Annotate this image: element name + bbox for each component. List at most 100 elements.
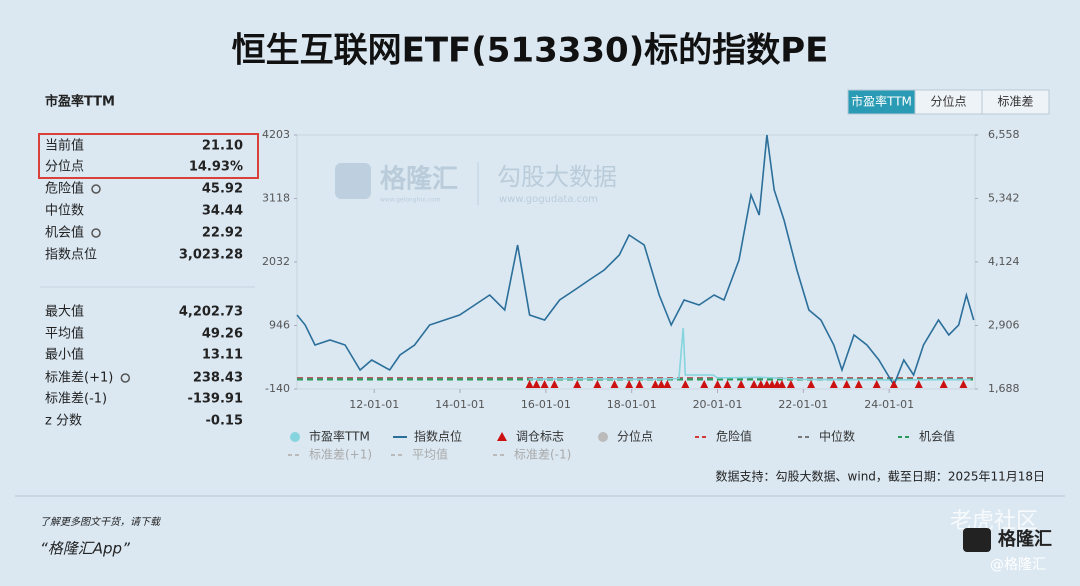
tab-label[interactable]: 标准差 <box>997 95 1033 109</box>
x-tick-label: 16-01-01 <box>521 398 571 411</box>
legend-label[interactable]: 调仓标志 <box>516 430 564 444</box>
stat-name: 最大值 <box>45 304 84 320</box>
legend-label[interactable]: 平均值 <box>412 447 448 462</box>
brand-logo <box>963 528 991 552</box>
highlight-box <box>38 133 259 179</box>
rebalance-marker <box>700 380 709 388</box>
y-tick-label: 2032 <box>262 255 290 268</box>
legend-label[interactable]: 市盈率TTM <box>309 429 370 444</box>
stat-value: 34.44 <box>202 204 243 219</box>
rebalance-marker <box>939 380 948 388</box>
legend-label[interactable]: 危险值 <box>716 429 752 444</box>
y2-tick-label: 5,342 <box>988 191 1020 204</box>
stat-value: 13.11 <box>202 348 243 363</box>
rebalance-marker <box>525 380 534 388</box>
rebalance-marker <box>713 380 722 388</box>
x-tick-label: 14-01-01 <box>435 398 485 411</box>
rebalance-marker <box>829 380 838 388</box>
rebalance-marker <box>959 380 968 388</box>
source-note: 数据支持：勾股大数据、wind，截至日期：2025年11月18日 <box>716 469 1045 484</box>
legend-label[interactable]: 指数点位 <box>414 429 462 444</box>
tab[interactable] <box>914 89 983 115</box>
footer-note: 了解更多图文干货，请下载 <box>40 516 162 528</box>
rebalance-marker <box>854 380 863 388</box>
stat-value: -0.15 <box>206 414 243 429</box>
watermark-brand: 格隆汇 <box>380 164 458 195</box>
watermark-site: www.gelonghui.com <box>380 197 441 204</box>
rebalance-marker <box>610 380 619 388</box>
y2-tick-label: 4,124 <box>988 255 1020 268</box>
x-tick-label: 22-01-01 <box>778 398 828 411</box>
watermark-url: www.gogudata.com <box>499 194 598 205</box>
panel-label: 市盈率TTM <box>45 94 115 110</box>
series-line <box>528 327 971 381</box>
x-tick-label: 20-01-01 <box>693 398 743 411</box>
x-tick-label: 12-01-01 <box>349 398 399 411</box>
stat-value: 238.43 <box>193 371 243 386</box>
stat-value: 22.92 <box>202 226 243 241</box>
rebalance-marker <box>532 380 541 388</box>
rebalance-marker <box>737 380 746 388</box>
rebalance-marker <box>540 380 549 388</box>
rebalance-marker <box>807 380 816 388</box>
legend-label[interactable]: 标准差(+1) <box>309 448 372 462</box>
stat-value: 4,202.73 <box>179 305 243 320</box>
stat-name: 中位数 <box>45 204 84 219</box>
stat-name: 平均值 <box>45 326 84 342</box>
tab[interactable] <box>981 89 1050 115</box>
legend-label[interactable]: 中位数 <box>819 429 855 444</box>
y2-tick-label: 2,906 <box>988 318 1020 331</box>
stat-name: 最小值 <box>45 347 84 363</box>
rebalance-marker <box>723 380 732 388</box>
stat-name: 危险值 <box>45 181 84 197</box>
rebalance-marker <box>635 380 644 388</box>
settings-icon <box>91 228 101 238</box>
rebalance-marker <box>842 380 851 388</box>
rebalance-marker <box>762 380 771 388</box>
y-tick-label: 3118 <box>262 191 290 204</box>
watermark-name: 勾股大数据 <box>497 163 617 191</box>
y-tick-label: 4203 <box>262 128 290 141</box>
tab-label[interactable]: 市盈率TTM <box>851 94 912 109</box>
y-tick-label: 946 <box>269 318 290 331</box>
stat-name: 标准差(-1) <box>45 392 107 407</box>
rebalance-marker <box>889 380 898 388</box>
rebalance-marker <box>651 380 660 388</box>
stat-value: 14.93% <box>189 160 243 175</box>
settings-icon <box>91 184 101 194</box>
legend-swatch <box>497 432 507 441</box>
stat-value: 49.26 <box>202 327 243 342</box>
legend-label[interactable]: 机会值 <box>919 429 955 444</box>
rebalance-marker <box>756 380 765 388</box>
legend-label[interactable]: 分位点 <box>617 429 653 444</box>
stat-name: 指数点位 <box>45 248 97 263</box>
rebalance-marker <box>663 380 672 388</box>
watermark-logo <box>335 163 371 199</box>
rebalance-marker <box>786 380 795 388</box>
legend-label[interactable]: 标准差(-1) <box>514 448 571 462</box>
rebalance-marker <box>573 380 582 388</box>
settings-icon <box>120 373 131 383</box>
stat-value: 45.92 <box>202 182 243 197</box>
y2-tick-label: 6,558 <box>988 128 1020 141</box>
rebalance-marker <box>625 380 634 388</box>
brand-name: 格隆汇 <box>998 528 1052 550</box>
x-tick-label: 24-01-01 <box>864 398 914 411</box>
stat-name: 机会值 <box>45 225 84 241</box>
tab-label[interactable]: 分位点 <box>930 94 966 109</box>
rebalance-marker <box>872 380 881 388</box>
rebalance-marker <box>750 380 759 388</box>
rebalance-marker <box>593 380 602 388</box>
stat-value: 21.10 <box>202 139 243 154</box>
tab[interactable] <box>847 89 916 115</box>
rebalance-marker <box>768 380 777 388</box>
series-line <box>296 134 975 387</box>
rebalance-marker <box>657 380 666 388</box>
stat-name: 分位点 <box>45 160 84 175</box>
stat-value: -139.91 <box>187 392 243 407</box>
rebalance-marker <box>550 380 559 388</box>
legend-swatch <box>290 432 300 442</box>
x-tick-label: 18-01-01 <box>607 398 657 411</box>
stat-name: z 分数 <box>45 414 82 429</box>
